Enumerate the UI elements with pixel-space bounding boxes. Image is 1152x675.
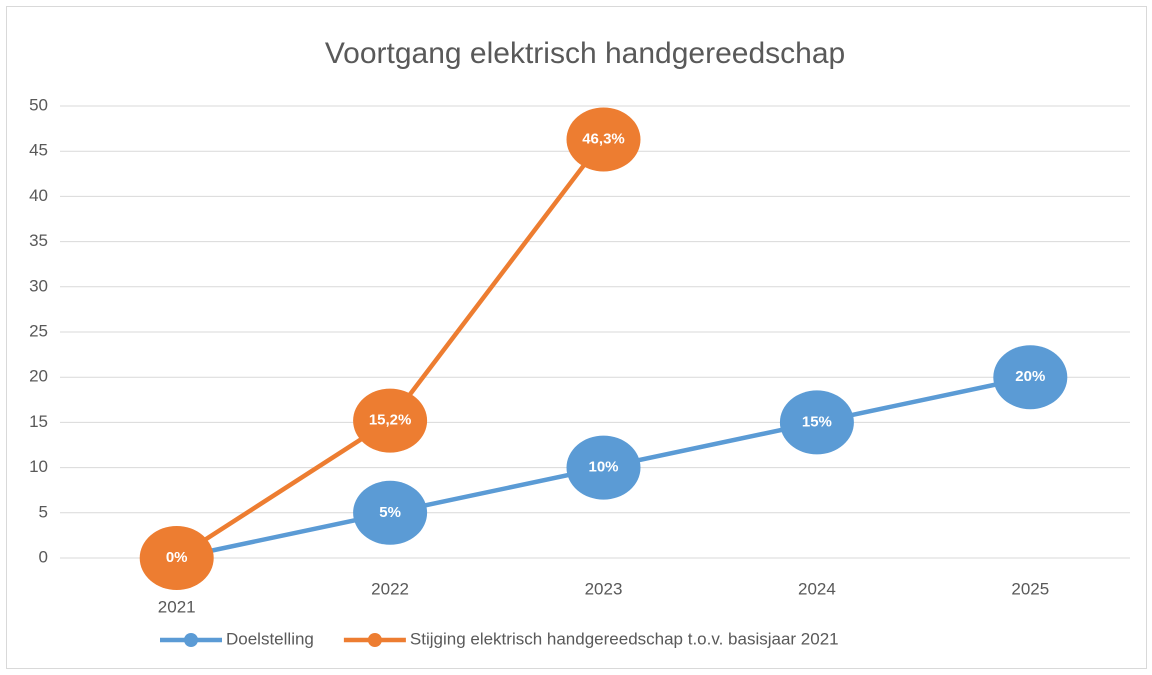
x-tick-label: 2024 xyxy=(798,579,836,598)
y-tick-label: 35 xyxy=(29,231,48,250)
y-tick-label: 5 xyxy=(39,502,48,521)
data-label: 15,2% xyxy=(369,412,412,429)
y-tick-label: 10 xyxy=(29,457,48,476)
y-tick-label: 20 xyxy=(29,367,48,386)
data-bubble xyxy=(353,388,428,453)
data-label: 5% xyxy=(379,504,401,521)
data-bubble xyxy=(993,345,1068,410)
x-tick-label: 2021 xyxy=(158,597,196,616)
data-label: 20% xyxy=(1015,368,1045,385)
legend-marker xyxy=(367,633,382,647)
data-bubble xyxy=(566,435,641,500)
legend-marker xyxy=(184,633,198,647)
data-label: 15% xyxy=(802,413,832,430)
x-tick-label: 2025 xyxy=(1011,579,1049,598)
y-tick-label: 25 xyxy=(29,321,48,340)
data-bubble xyxy=(779,390,854,455)
y-tick-label: 50 xyxy=(29,95,48,114)
legend-label: Doelstelling xyxy=(226,629,314,648)
data-label: 0% xyxy=(166,549,188,566)
data-label: 10% xyxy=(588,459,618,476)
y-tick-label: 15 xyxy=(29,412,48,431)
data-bubble xyxy=(139,526,214,590)
legend-label: Stijging elektrisch handgereedschap t.o.… xyxy=(410,629,839,648)
y-tick-label: 30 xyxy=(29,276,48,295)
x-tick-label: 2023 xyxy=(585,579,623,598)
y-tick-label: 45 xyxy=(29,141,48,160)
x-tick-label: 2022 xyxy=(371,579,409,598)
y-tick-label: 40 xyxy=(29,186,48,205)
data-bubble xyxy=(353,480,428,545)
data-bubble xyxy=(566,107,641,172)
y-tick-label: 0 xyxy=(39,547,48,566)
data-label: 46,3% xyxy=(582,130,625,147)
chart-title: Voortgang elektrisch handgereedschap xyxy=(325,37,845,70)
